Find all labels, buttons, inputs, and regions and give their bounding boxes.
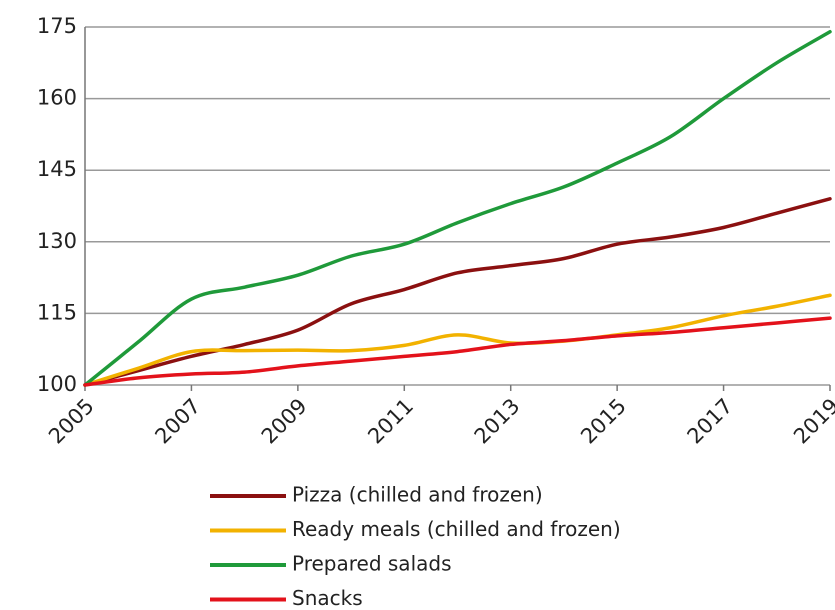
- x-tick-label: 2009: [257, 394, 312, 449]
- y-tick-label: 145: [37, 157, 77, 181]
- series-line: [83, 293, 832, 387]
- series-line: [83, 30, 832, 387]
- y-tick-label: 160: [37, 86, 77, 110]
- x-tick-label: 2015: [576, 394, 631, 449]
- x-tick-label: 2019: [789, 394, 835, 449]
- series-line: [83, 197, 832, 387]
- legend-label: Ready meals (chilled and frozen): [292, 517, 621, 541]
- x-tick-label: 2011: [363, 394, 418, 449]
- y-tick-label: 100: [37, 372, 77, 396]
- x-tick-label: 2005: [44, 394, 99, 449]
- legend-label: Snacks: [292, 586, 363, 610]
- y-tick-label: 115: [37, 300, 77, 324]
- series-line: [83, 316, 832, 387]
- legend-label: Prepared salads: [292, 552, 452, 576]
- y-tick-label: 130: [37, 229, 77, 253]
- legend-label: Pizza (chilled and frozen): [292, 483, 543, 507]
- y-tick-label: 175: [37, 14, 77, 38]
- x-tick-label: 2017: [683, 394, 738, 449]
- x-tick-label: 2007: [150, 394, 205, 449]
- x-tick-label: 2013: [470, 394, 525, 449]
